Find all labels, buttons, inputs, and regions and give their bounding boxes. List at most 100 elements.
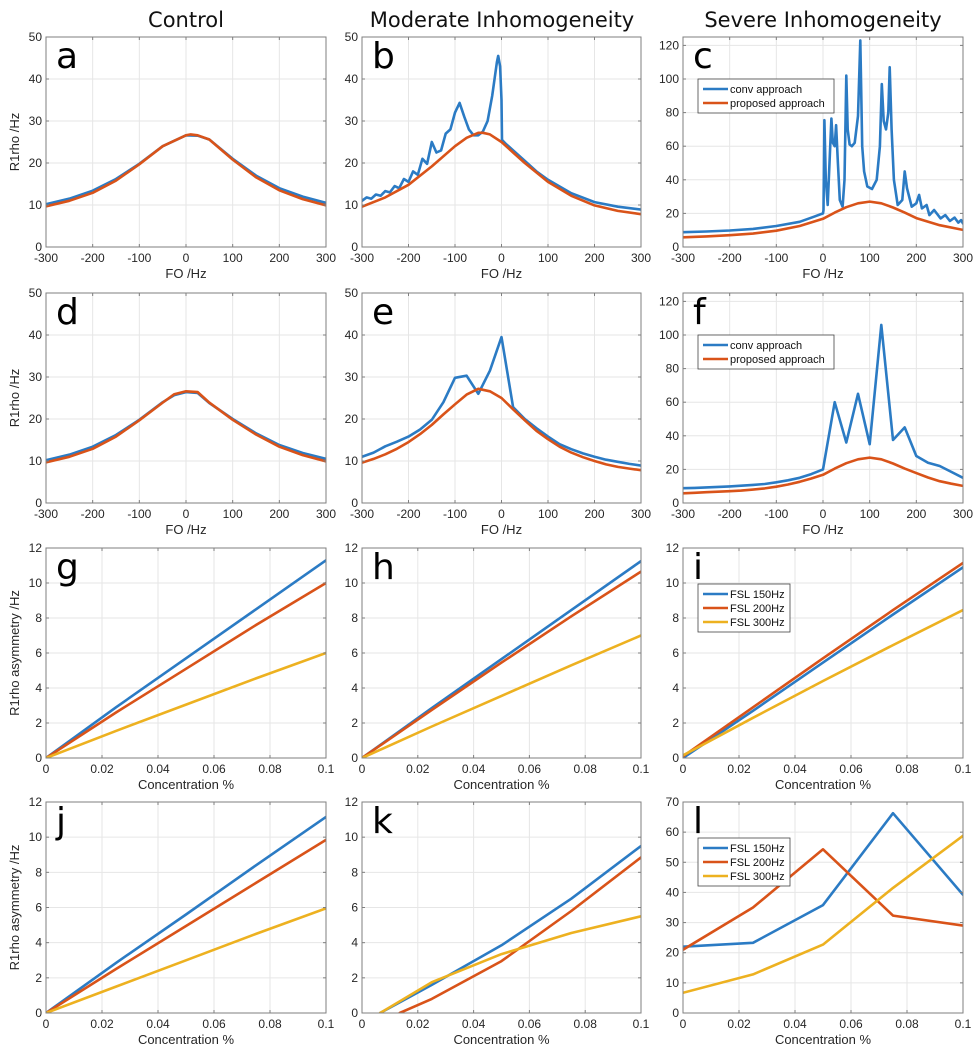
x-tick-label: 0.04 [462,762,486,776]
legend-label: FSL 200Hz [730,603,785,615]
x-tick-label: 0.06 [202,762,226,776]
series-line-conv-approach [362,54,641,211]
series-line-fsl-200hz [46,838,326,1013]
series-group [46,815,326,1013]
x-tick-label: -300 [34,251,58,265]
x-tick-label: 0.04 [462,1017,486,1031]
x-tick-label: 0 [359,762,366,776]
x-tick-label: 0.08 [895,762,919,776]
series-line-conv-approach [683,39,963,234]
panel-c: -300 -200 -100 0 100 200 300 0 20 40 60 80 100 120 FO … [659,36,973,281]
y-tick-label: 8 [351,865,358,879]
series-line-fsl-200hz [683,847,963,952]
series-line-fsl-200hz [362,570,641,758]
x-tick-label: 300 [953,507,973,521]
x-tick-label: 0.04 [783,1017,807,1031]
x-tick-label: 0 [820,507,827,521]
series-line-conv-approach [683,323,963,490]
x-tick-label: 200 [584,507,604,521]
y-axis-label: R1rho asymmetry /Hz [7,845,22,971]
y-axis-label: R1rho /Hz [7,113,22,172]
y-tick-label: 12 [29,795,43,809]
x-tick-label: -100 [127,251,151,265]
y-tick-label: 10 [345,576,359,590]
series-line-fsl-150hz [46,815,326,1013]
series-group [46,389,326,464]
series-group [683,323,963,495]
x-tick-label: 0.02 [406,1017,430,1031]
x-tick-label: 0 [680,1017,687,1031]
series-group [683,811,963,995]
x-tick-label: 0.06 [839,762,863,776]
plot-area [683,802,963,1013]
y-tick-label: 0 [672,496,679,510]
panel-letter: a [56,36,78,77]
panel-letter: i [693,547,703,588]
x-tick-label: 0.08 [574,762,598,776]
x-tick-label: -200 [81,507,105,521]
y-tick-label: 20 [345,156,359,170]
x-tick-label: 0.04 [146,762,170,776]
y-axis-label: R1rho /Hz [7,369,22,428]
panel-letter: e [372,292,394,333]
panel-a: -300 -200 -100 0 100 200 300 0 10 20 30 40 50 FO /Hz R… [7,30,336,281]
y-tick-label: 40 [29,328,43,342]
panel-e: -300 -200 -100 0 100 200 300 0 10 20 30 40 50 FO /Hz e [345,286,652,537]
y-tick-label: 4 [35,936,42,950]
y-tick-label: 2 [351,971,358,985]
series-line-fsl-150hz [683,811,963,949]
series-line-proposed-approach [683,456,963,495]
legend-label: conv approach [730,340,802,352]
x-tick-label: 0.1 [318,1017,335,1031]
x-tick-label: 0.08 [258,1017,282,1031]
panel-letter: j [55,801,66,842]
x-tick-label: 0 [359,1017,366,1031]
y-tick-label: 30 [345,370,359,384]
panel-b: -300 -200 -100 0 100 200 300 0 10 20 30 40 50 FO /Hz b [345,30,652,281]
series-group [362,559,641,758]
x-axis-label: Concentration % [453,1032,550,1047]
series-line-conv-approach [362,335,641,467]
x-tick-label: 300 [316,507,336,521]
series-line-fsl-150hz [683,565,963,758]
y-tick-label: 2 [672,716,679,730]
panel-letter: l [693,801,703,842]
x-tick-label: 200 [269,507,289,521]
x-tick-label: 0.06 [518,1017,542,1031]
x-tick-label: 0.08 [258,762,282,776]
y-tick-label: 10 [29,576,43,590]
x-tick-label: 0.1 [955,1017,972,1031]
y-tick-label: 0 [672,751,679,765]
y-tick-label: 80 [666,362,680,376]
x-tick-label: 0 [820,251,827,265]
x-tick-label: -200 [718,251,742,265]
x-tick-label: -100 [443,507,467,521]
y-tick-label: 12 [666,541,680,555]
column-title-severe: Severe Inhomogeneity [704,8,941,32]
legend-label: FSL 150Hz [730,843,785,855]
y-tick-label: 70 [666,795,680,809]
y-tick-label: 8 [672,611,679,625]
x-tick-label: 0.08 [574,1017,598,1031]
series-group [46,558,326,758]
y-tick-label: 0 [351,1006,358,1020]
column-title-moderate: Moderate Inhomogeneity [370,8,635,32]
x-tick-label: -300 [671,251,695,265]
y-tick-label: 20 [29,412,43,426]
y-tick-label: 20 [345,412,359,426]
y-tick-label: 40 [666,429,680,443]
x-tick-label: 0.06 [202,1017,226,1031]
y-tick-label: 0 [35,496,42,510]
y-tick-label: 10 [345,830,359,844]
x-tick-label: 0.04 [783,762,807,776]
series-group [362,54,641,216]
x-tick-label: 0 [680,762,687,776]
y-tick-label: 80 [666,106,680,120]
y-tick-label: 6 [35,646,42,660]
x-tick-label: 0 [43,762,50,776]
panel-i: 0 0.02 0.04 0.06 0.08 0.1 0 2 4 6 8 10 12 Concentrati… [666,541,972,792]
series-group [362,335,641,472]
x-tick-label: 0.1 [318,762,335,776]
x-tick-label: 100 [538,251,558,265]
x-tick-label: 200 [269,251,289,265]
